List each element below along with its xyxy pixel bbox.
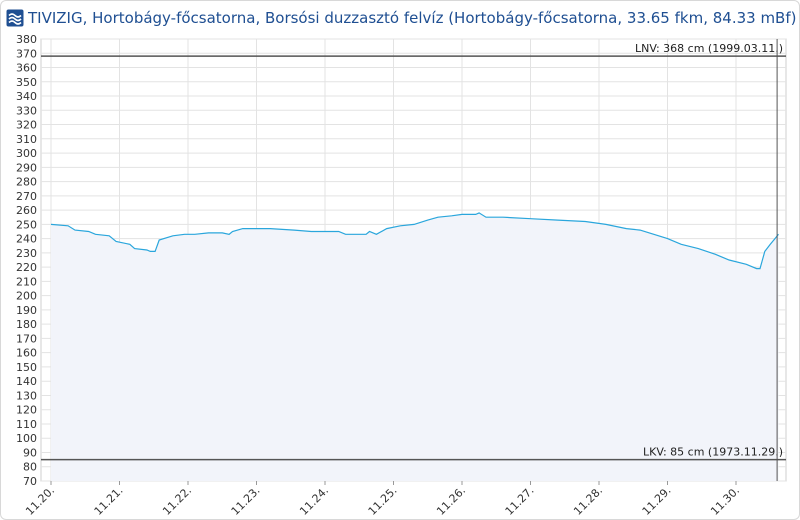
x-tick-label: 11.27. [503,484,537,518]
y-tick-label: 220 [16,261,37,274]
y-tick-label: 320 [16,119,37,132]
y-tick-label: 200 [16,290,37,303]
y-tick-label: 140 [16,375,37,388]
y-tick-label: 160 [16,347,37,360]
y-tick-label: 350 [16,76,37,89]
y-tick-label: 380 [16,33,37,46]
y-tick-label: 100 [16,432,37,445]
x-tick-label: 11.20. [23,484,57,518]
y-tick-label: 330 [16,104,37,117]
y-tick-label: 110 [16,418,37,431]
y-tick-label: 170 [16,332,37,345]
x-tick-label: 11.29. [640,484,674,518]
y-tick-label: 250 [16,218,37,231]
chart-header: TIVIZIG, Hortobágy-főcsatorna, Borsósi d… [1,1,799,33]
tivizig-logo-icon [6,9,24,27]
y-tick-label: 80 [23,461,37,474]
x-tick-label: 11.24. [297,484,331,518]
y-tick-label: 180 [16,318,37,331]
x-tick-label: 11.22. [160,484,194,518]
y-tick-label: 360 [16,62,37,75]
x-tick-label: 11.28. [571,484,605,518]
reference-lines: LNV: 368 cm (1999.03.11.) LKV: 85 cm (197… [41,42,786,461]
y-tick-label: 130 [16,389,37,402]
y-tick-label: 230 [16,247,37,260]
y-tick-label: 310 [16,133,37,146]
y-tick-label: 370 [16,47,37,60]
series-area [51,212,779,481]
chart-title: TIVIZIG, Hortobágy-főcsatorna, Borsósi d… [28,9,797,27]
y-tick-label: 270 [16,190,37,203]
x-tick-label: 11.21. [92,484,126,518]
y-tick-label: 240 [16,233,37,246]
y-tick-label: 300 [16,147,37,160]
reference-line-label: LKV: 85 cm (1973.11.29.) [643,446,783,459]
x-axis-ticks: 11.20. 11.21. 11.22. 11.23. 11.24. 11.25. 11.2… [23,481,742,518]
y-tick-label: 120 [16,404,37,417]
reference-line-label: LNV: 368 cm (1999.03.11.) [635,42,783,55]
y-tick-label: 260 [16,204,37,217]
y-tick-label: 210 [16,275,37,288]
y-tick-label: 70 [23,475,37,488]
x-tick-label: 11.25. [366,484,400,518]
y-tick-label: 290 [16,161,37,174]
y-tick-label: 90 [23,446,37,459]
y-tick-label: 280 [16,176,37,189]
series-line [50,212,779,270]
x-tick-label: 11.23. [229,484,263,518]
y-tick-label: 150 [16,361,37,374]
y-tick-label: 190 [16,304,37,317]
y-tick-label: 340 [16,90,37,103]
x-tick-label: 11.26. [434,484,468,518]
x-tick-label: 11.30. [708,484,742,518]
